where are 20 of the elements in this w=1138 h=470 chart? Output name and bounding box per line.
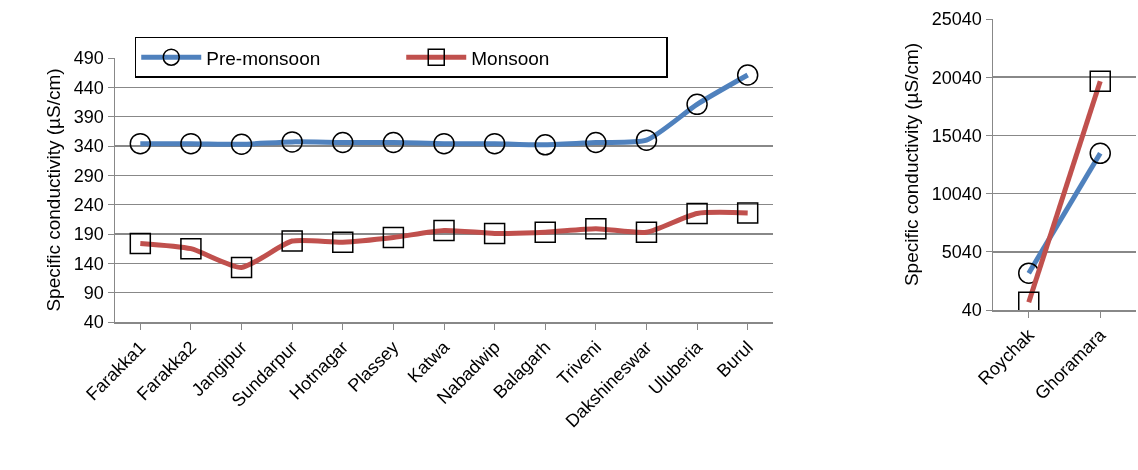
y-tick-label: 290 [73,165,104,186]
y-tick-label: 40 [961,300,982,321]
y-axis-title: Specific conductivity (µS/cm) [900,42,922,287]
y-tick-label: 20040 [931,67,982,88]
y-tick-label: 390 [73,106,104,127]
y-tick-label: 25040 [931,9,982,30]
y-tick-label: 10040 [931,183,982,204]
y-tick-label: 15040 [931,125,982,146]
y-tick-label: 490 [73,48,104,69]
y-tick-label: 40 [83,312,104,333]
y-axis-title: Specific conductivity (µS/cm) [42,68,64,312]
legend-label: Monsoon [471,47,550,69]
y-tick-label: 190 [73,224,104,245]
y-tick-label: 140 [73,253,104,274]
y-tick-label: 5040 [941,242,982,263]
y-tick-label: 240 [73,194,104,215]
y-tick-label: 440 [73,77,104,98]
y-tick-label: 340 [73,136,104,157]
y-tick-label: 90 [83,282,104,303]
legend-label: Pre-monsoon [206,47,321,69]
